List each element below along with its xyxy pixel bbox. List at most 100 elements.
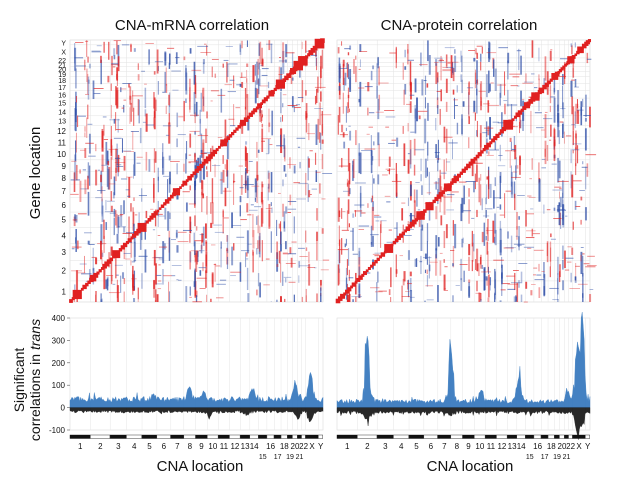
heatmap-streak [100, 240, 102, 260]
diagonal-block [354, 280, 358, 284]
heatmap-dash [375, 220, 380, 222]
heatmap-streak [123, 226, 126, 233]
heatmap-streak [254, 178, 256, 201]
heatmap-dash [309, 150, 313, 152]
heatmap-streak [195, 82, 197, 99]
heatmap-streak [284, 298, 286, 302]
heatmap-streak [201, 180, 204, 196]
heatmap-streak [481, 231, 484, 243]
heatmap-streak [206, 166, 208, 170]
heatmap-dash [101, 164, 109, 166]
heatmap-dash [96, 45, 102, 47]
heatmap-dash [374, 214, 380, 216]
heatmap-dash [409, 94, 415, 96]
heatmap-streak [194, 181, 196, 191]
heatmap-streak [259, 41, 262, 65]
heatmap-streak [341, 124, 344, 133]
heatmap-streak [74, 42, 76, 64]
gene-location-tick-label: 12 [57, 127, 66, 136]
diagonal-block [215, 148, 219, 152]
heatmap-streak [358, 247, 361, 258]
chromosome-label: 22 [299, 442, 308, 451]
heatmap-dash [338, 165, 349, 167]
heatmap-streak [256, 88, 259, 98]
heatmap-dash [517, 244, 522, 246]
heatmap-dash [497, 122, 508, 124]
heatmap-streak [454, 223, 457, 249]
heatmap-dash [458, 181, 467, 183]
heatmap-streak [246, 69, 248, 83]
heatmap-dash [374, 255, 384, 257]
heatmap-streak [245, 168, 247, 189]
heatmap-dash [484, 127, 494, 129]
heatmap-dash [162, 91, 166, 93]
heatmap-streak [338, 250, 340, 273]
heatmap-streak [494, 177, 496, 187]
heatmap-streak [315, 170, 318, 182]
heatmap-dash [521, 98, 525, 100]
heatmap-streak [154, 99, 157, 112]
heatmap-dash [291, 241, 297, 243]
heatmap-streak [426, 223, 429, 242]
heatmap-streak [337, 115, 340, 135]
diagonal-block [109, 257, 114, 262]
heatmap-streak [480, 254, 482, 269]
heatmap-dash [517, 195, 525, 196]
heatmap-dash [465, 181, 476, 183]
heatmap-dash [247, 214, 252, 216]
diagonal-block [432, 199, 436, 204]
chromosome-label: 7 [442, 442, 447, 451]
heatmap-dash [74, 57, 84, 59]
chromosome-segment [218, 434, 230, 439]
diagonal-block [233, 129, 237, 133]
heatmap-streak [347, 94, 350, 99]
heatmap-dash [440, 172, 447, 174]
heatmap-streak [468, 279, 471, 283]
heatmap-streak [95, 290, 97, 302]
heatmap-streak [168, 62, 171, 69]
diagonal-block [517, 110, 523, 115]
heatmap-streak [153, 148, 156, 173]
heatmap-dash [569, 288, 581, 289]
heatmap-streak [101, 298, 103, 302]
heatmap-dash [475, 292, 481, 294]
heatmap-streak [421, 185, 423, 195]
heatmap-streak [492, 220, 495, 243]
heatmap-dash [269, 144, 273, 146]
heatmap-streak [468, 105, 470, 118]
diagonal-block [120, 245, 125, 250]
heatmap-streak [283, 221, 285, 229]
heatmap-streak [437, 237, 440, 247]
heatmap-streak [476, 79, 479, 85]
heatmap-streak [518, 225, 520, 251]
heatmap-streak [211, 178, 214, 204]
heatmap-streak [278, 250, 281, 264]
heatmap-streak [100, 224, 103, 245]
heatmap-streak [462, 237, 464, 244]
heatmap-dash [320, 114, 332, 116]
heatmap-streak [258, 62, 260, 70]
diagonal-block [286, 73, 291, 79]
heatmap-streak [95, 257, 98, 265]
heatmap-streak [220, 172, 223, 195]
heatmap-streak [460, 203, 463, 222]
heatmap-streak [420, 158, 422, 171]
heatmap-streak [246, 40, 249, 48]
chromosome-label: 19 [286, 454, 294, 461]
heatmap-dash [546, 209, 551, 211]
heatmap-streak [476, 52, 479, 59]
heatmap-streak [401, 208, 404, 221]
heatmap-dash [91, 50, 101, 52]
heatmap-dash [259, 85, 269, 87]
heatmap-streak [487, 175, 490, 199]
heatmap-dash [410, 131, 415, 133]
heatmap-dash [136, 162, 141, 164]
heatmap-streak [167, 211, 170, 231]
heatmap-streak [516, 165, 519, 169]
diagonal-block [130, 236, 134, 240]
heatmap-streak [474, 112, 476, 121]
diagonal-block [212, 149, 218, 155]
heatmap-streak [424, 75, 427, 95]
heatmap-streak [553, 73, 556, 93]
heatmap-streak [241, 81, 244, 88]
